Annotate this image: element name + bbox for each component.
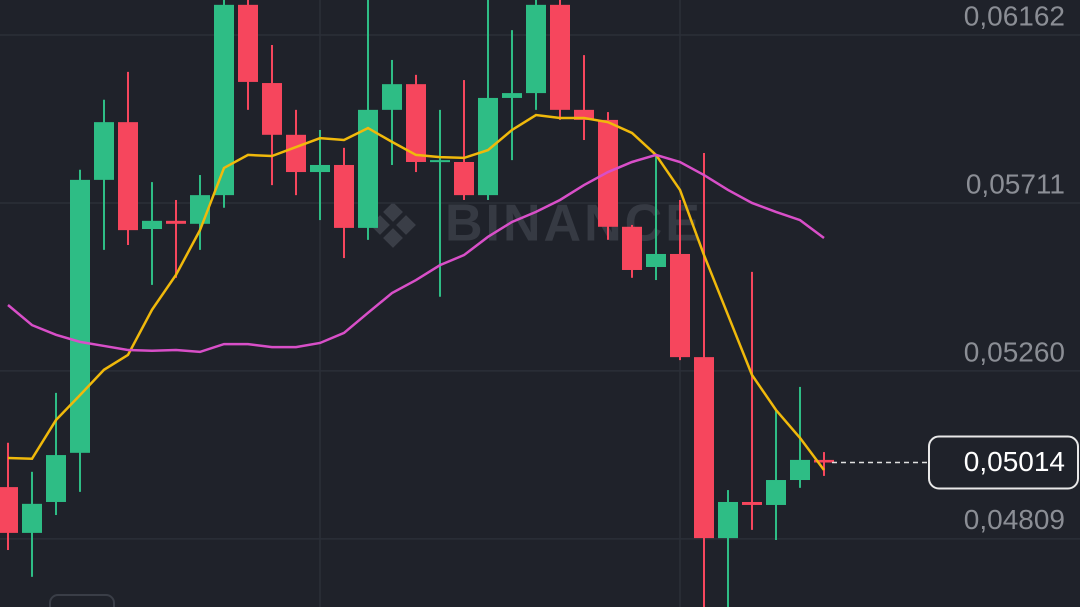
y-tick-label: 0,05260 bbox=[964, 336, 1065, 367]
candle-body bbox=[742, 501, 762, 505]
candle-body bbox=[358, 109, 378, 228]
moving-average-line bbox=[7, 153, 825, 354]
last-price-label: 0,05014 bbox=[964, 446, 1065, 477]
candle-body bbox=[622, 226, 642, 270]
candle-body bbox=[454, 161, 474, 196]
candle-body bbox=[166, 220, 186, 224]
candle-body bbox=[262, 83, 282, 135]
candle-body bbox=[334, 164, 354, 228]
candle-body bbox=[814, 459, 834, 463]
candle-body bbox=[286, 134, 306, 173]
candle-body bbox=[670, 253, 690, 358]
candle-body bbox=[694, 357, 714, 539]
candle-body bbox=[118, 122, 138, 231]
candle-body bbox=[406, 84, 426, 162]
candle-body bbox=[214, 4, 234, 196]
candle-body bbox=[718, 501, 738, 539]
candle-body bbox=[70, 179, 90, 453]
candle-body bbox=[430, 160, 450, 163]
candle-body bbox=[478, 97, 498, 196]
y-tick-label: 0,04809 bbox=[964, 504, 1065, 535]
candle-body bbox=[22, 503, 42, 533]
candle-body bbox=[310, 164, 330, 173]
last-price-box bbox=[928, 435, 1079, 490]
plot-area bbox=[0, 0, 834, 607]
moving-average-line bbox=[7, 113, 826, 471]
candle-body bbox=[0, 487, 18, 533]
candle-body bbox=[766, 480, 786, 505]
candle-body bbox=[574, 109, 594, 120]
y-tick-label: 0,05711 bbox=[966, 168, 1065, 199]
candle-body bbox=[238, 4, 258, 82]
candle-body bbox=[646, 253, 666, 268]
candle-body bbox=[550, 4, 570, 110]
candle-body bbox=[526, 4, 546, 94]
y-tick-label: 0,06162 bbox=[964, 0, 1065, 31]
price-axis: 0,06162 0,05711 0,05260 0,04809 0,05014 bbox=[832, 0, 1079, 535]
candle-body bbox=[790, 459, 810, 481]
watermark: BINANCE bbox=[445, 195, 703, 253]
toolbar-button[interactable] bbox=[49, 594, 115, 607]
candle-body bbox=[502, 93, 522, 98]
grid bbox=[0, 34, 1080, 540]
watermark-logo bbox=[370, 202, 416, 248]
candle-body bbox=[142, 220, 162, 230]
candle-body bbox=[94, 122, 114, 180]
candle-body bbox=[382, 84, 402, 110]
candle-body bbox=[46, 455, 66, 502]
